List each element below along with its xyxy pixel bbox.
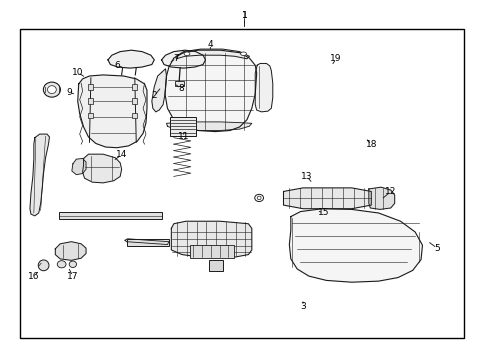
- Polygon shape: [30, 134, 49, 216]
- Text: 13: 13: [301, 172, 312, 181]
- Bar: [127, 239, 168, 246]
- Bar: [132, 98, 137, 104]
- Text: 11: 11: [178, 132, 189, 141]
- Text: 3: 3: [300, 302, 305, 311]
- Ellipse shape: [57, 261, 66, 268]
- Bar: [20, 30, 463, 338]
- Text: 4: 4: [207, 40, 213, 49]
- Text: 15: 15: [317, 208, 328, 217]
- Bar: [59, 212, 161, 219]
- Polygon shape: [283, 188, 370, 209]
- Polygon shape: [108, 50, 154, 68]
- Bar: [132, 113, 137, 118]
- Text: 6: 6: [115, 61, 121, 70]
- Polygon shape: [171, 221, 251, 257]
- Bar: [88, 84, 93, 90]
- Polygon shape: [255, 63, 272, 112]
- Polygon shape: [82, 154, 122, 183]
- Ellipse shape: [38, 260, 49, 271]
- Ellipse shape: [240, 52, 246, 55]
- Text: 8: 8: [178, 84, 183, 93]
- Bar: [132, 84, 137, 90]
- Bar: [88, 98, 93, 104]
- Text: 5: 5: [433, 244, 439, 253]
- Bar: [209, 260, 223, 271]
- Polygon shape: [152, 69, 166, 112]
- Text: 14: 14: [116, 150, 127, 159]
- Polygon shape: [125, 239, 168, 244]
- Ellipse shape: [69, 261, 76, 267]
- Polygon shape: [176, 49, 249, 59]
- Ellipse shape: [254, 194, 263, 202]
- Bar: [170, 117, 195, 136]
- Bar: [88, 113, 93, 118]
- Text: 19: 19: [330, 54, 341, 63]
- Polygon shape: [72, 158, 86, 175]
- Polygon shape: [164, 50, 256, 132]
- Text: 2: 2: [151, 91, 157, 100]
- Text: 16: 16: [28, 271, 40, 280]
- Text: 9: 9: [66, 87, 72, 96]
- Ellipse shape: [183, 52, 189, 55]
- Polygon shape: [78, 75, 147, 148]
- Text: 10: 10: [72, 68, 83, 77]
- Ellipse shape: [47, 86, 56, 94]
- Bar: [175, 81, 183, 86]
- Polygon shape: [161, 50, 205, 68]
- Text: 17: 17: [67, 271, 79, 280]
- Polygon shape: [289, 209, 422, 282]
- Polygon shape: [368, 187, 394, 210]
- Ellipse shape: [257, 196, 261, 200]
- Polygon shape: [166, 122, 251, 131]
- Text: 7: 7: [173, 54, 179, 63]
- Bar: [189, 244, 233, 258]
- Text: 12: 12: [385, 187, 396, 196]
- Text: 1: 1: [241, 11, 247, 20]
- Text: 1: 1: [241, 11, 247, 20]
- Text: 18: 18: [365, 140, 376, 149]
- Polygon shape: [55, 242, 86, 260]
- Ellipse shape: [43, 82, 61, 97]
